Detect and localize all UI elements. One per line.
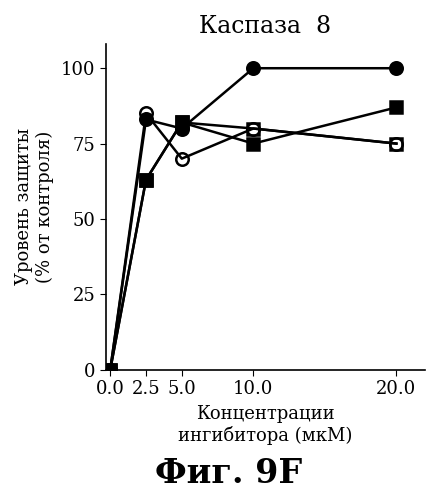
Text: Фиг. 9F: Фиг. 9F [155, 457, 302, 490]
X-axis label: Концентрации
ингибитора (мкМ): Концентрации ингибитора (мкМ) [178, 405, 353, 445]
Y-axis label: Уровень защиты
(% от контроля): Уровень защиты (% от контроля) [15, 128, 54, 286]
Title: Каспаза  8: Каспаза 8 [199, 15, 332, 38]
